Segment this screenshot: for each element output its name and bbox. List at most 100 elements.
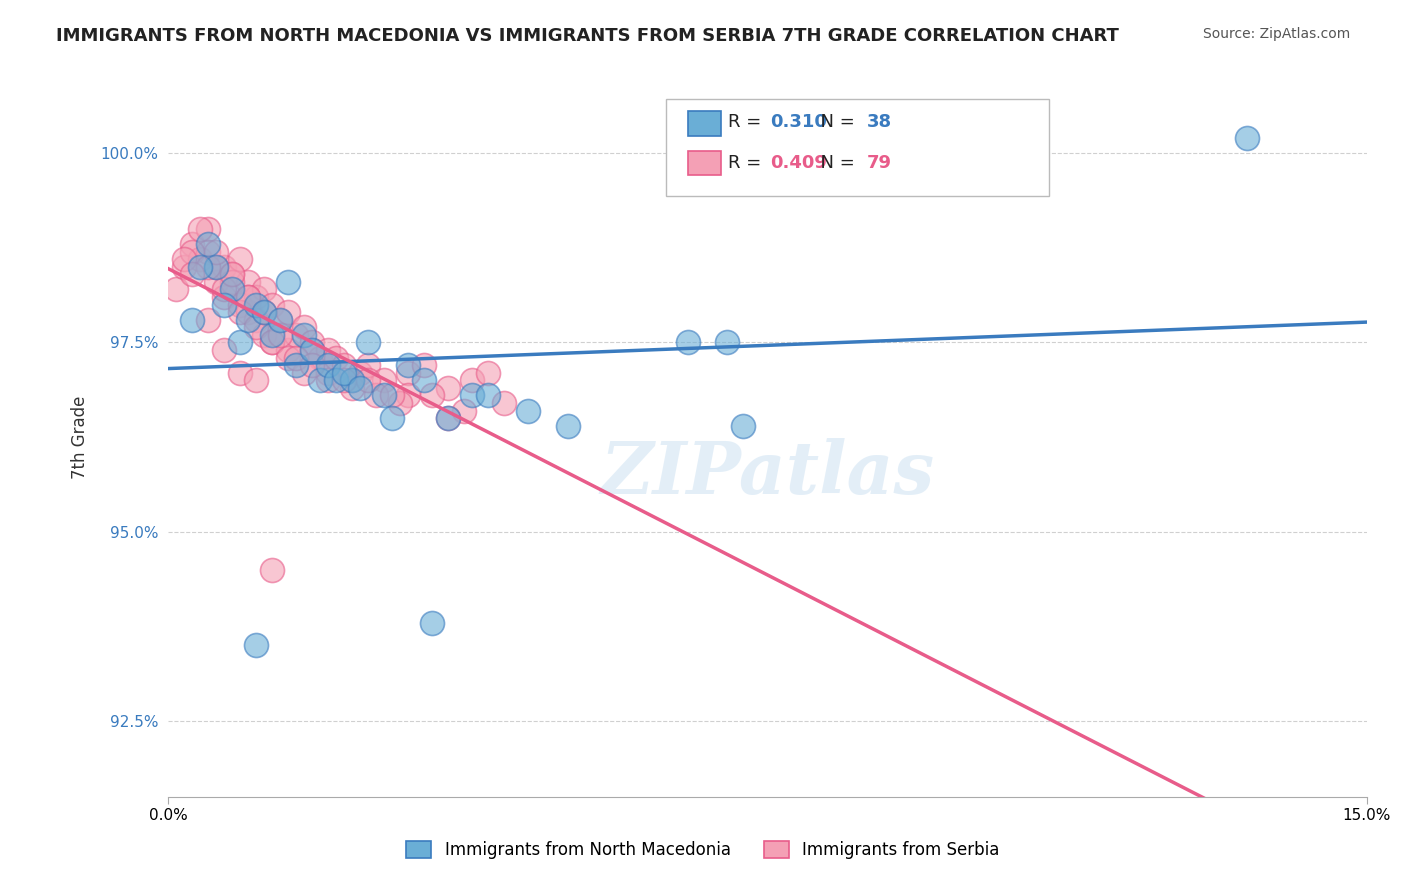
Point (340, 373, 363, 387)
Point (1236, 131, 1258, 145)
Point (284, 358, 307, 372)
Point (260, 335, 283, 350)
Point (292, 327, 315, 342)
Point (236, 312, 259, 326)
Point (188, 222, 211, 236)
Point (236, 290, 259, 304)
Point (301, 343, 323, 357)
Point (436, 381, 458, 395)
Point (212, 343, 235, 357)
Point (436, 411, 458, 425)
Point (453, 403, 475, 417)
Point (212, 260, 235, 274)
Point (284, 351, 307, 365)
Point (412, 358, 434, 372)
Point (436, 411, 458, 425)
Point (420, 615, 443, 630)
Point (245, 297, 267, 311)
Point (301, 358, 323, 372)
Point (477, 366, 499, 380)
Point (245, 320, 267, 334)
Point (245, 312, 267, 326)
Point (349, 366, 371, 380)
Text: R =: R = (728, 154, 766, 172)
Point (373, 388, 395, 402)
Point (205, 260, 228, 274)
Point (357, 335, 380, 350)
Point (260, 563, 283, 577)
Text: IMMIGRANTS FROM NORTH MACEDONIA VS IMMIGRANTS FROM SERBIA 7TH GRADE CORRELATION : IMMIGRANTS FROM NORTH MACEDONIA VS IMMIG… (56, 27, 1119, 45)
Point (221, 267, 243, 281)
Text: 0.310: 0.310 (770, 113, 827, 131)
Point (316, 343, 339, 357)
Point (316, 366, 339, 380)
Point (333, 373, 356, 387)
Text: 38: 38 (868, 113, 891, 131)
FancyBboxPatch shape (665, 99, 1049, 196)
Point (420, 388, 443, 402)
Point (181, 244, 204, 259)
Point (245, 373, 267, 387)
Text: 0.409: 0.409 (770, 154, 827, 172)
Point (364, 388, 387, 402)
Point (253, 327, 276, 342)
Point (245, 638, 267, 652)
FancyBboxPatch shape (689, 112, 721, 136)
Point (412, 373, 434, 387)
Text: N =: N = (810, 154, 860, 172)
Point (253, 282, 276, 296)
Point (357, 358, 380, 372)
Point (316, 358, 339, 372)
Text: N =: N = (810, 113, 860, 131)
Point (212, 282, 235, 296)
Point (229, 366, 252, 380)
Point (269, 312, 291, 326)
Point (381, 388, 404, 402)
Point (221, 267, 243, 281)
Point (325, 373, 347, 387)
Point (260, 327, 283, 342)
Point (277, 351, 299, 365)
Point (197, 244, 219, 259)
Point (269, 312, 291, 326)
Point (173, 260, 195, 274)
Text: Source: ZipAtlas.com: Source: ZipAtlas.com (1202, 27, 1350, 41)
Point (181, 237, 204, 252)
Point (269, 327, 291, 342)
Point (373, 373, 395, 387)
Point (197, 260, 219, 274)
Point (236, 275, 259, 289)
Legend: Immigrants from North Macedonia, Immigrants from Serbia: Immigrants from North Macedonia, Immigra… (399, 834, 1007, 866)
FancyBboxPatch shape (689, 151, 721, 175)
Point (188, 252, 211, 267)
Point (221, 282, 243, 296)
Point (340, 381, 363, 395)
Point (197, 222, 219, 236)
Point (181, 267, 204, 281)
Point (333, 358, 356, 372)
Point (197, 312, 219, 326)
Point (396, 358, 419, 372)
Point (205, 244, 228, 259)
Text: ZIPatlas: ZIPatlas (600, 437, 935, 508)
Point (173, 252, 195, 267)
Point (229, 252, 252, 267)
Point (292, 366, 315, 380)
Point (205, 275, 228, 289)
Point (292, 320, 315, 334)
Point (333, 366, 356, 380)
Point (388, 396, 411, 410)
Point (316, 373, 339, 387)
Point (461, 373, 484, 387)
Point (516, 403, 538, 417)
Point (260, 297, 283, 311)
Point (301, 335, 323, 350)
Point (301, 343, 323, 357)
Point (212, 290, 235, 304)
Point (733, 418, 755, 433)
Point (181, 312, 204, 326)
Point (340, 373, 363, 387)
Point (245, 290, 267, 304)
Point (229, 305, 252, 319)
Point (309, 373, 332, 387)
